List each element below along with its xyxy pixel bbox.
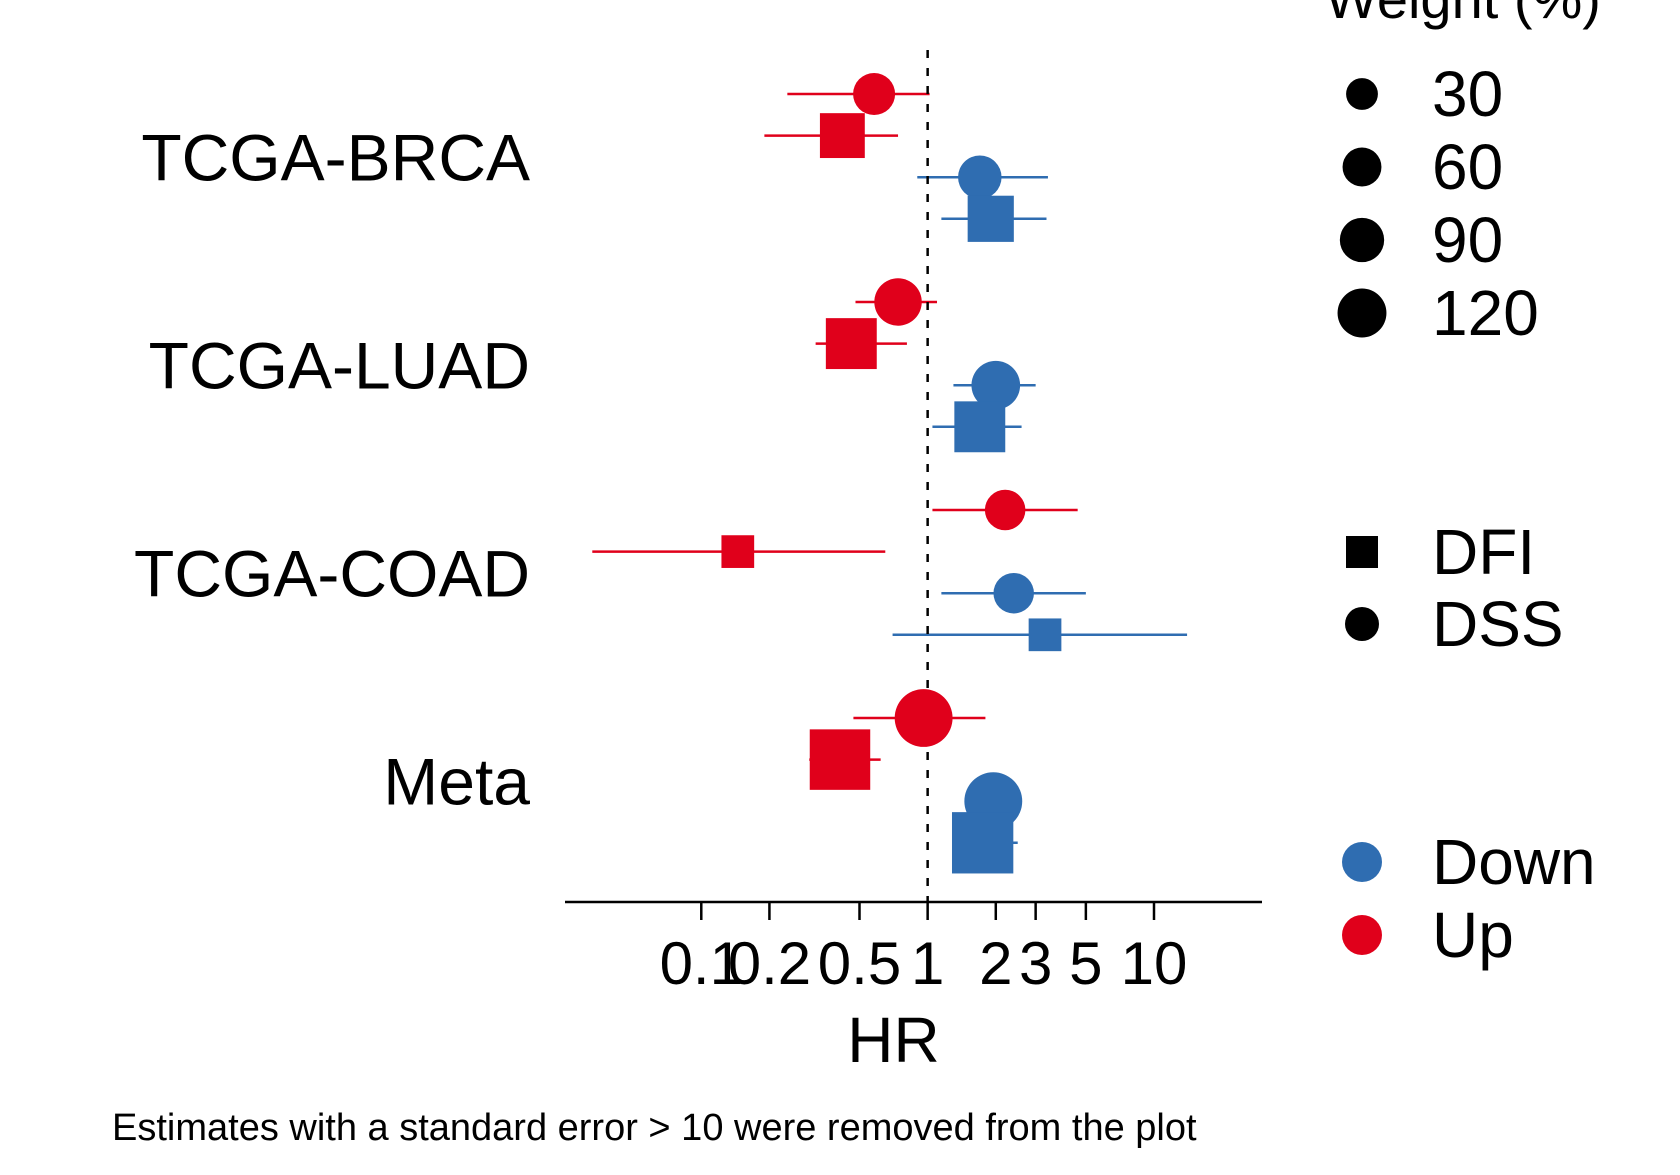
legend-size-label: 90 — [1432, 204, 1503, 276]
x-tick-label: 0.2 — [728, 930, 811, 997]
group-label: TCGA-LUAD — [149, 328, 530, 402]
legend-color-label: Down — [1432, 826, 1596, 898]
point-estimate-dfi — [825, 318, 877, 370]
x-tick-label: 10 — [1121, 930, 1188, 997]
point-estimate-dss — [958, 155, 1002, 199]
legend-shape-key — [1346, 536, 1378, 568]
x-tick-label: 0.5 — [818, 930, 901, 997]
group-labels: TCGA-BRCA TCGA-LUAD TCGA-COAD Meta — [134, 120, 530, 818]
x-tick-label: 3 — [1019, 930, 1052, 997]
point-estimate-dfi — [967, 195, 1014, 242]
point-estimate-dfi — [721, 535, 755, 568]
point-estimate-dfi — [819, 113, 865, 159]
x-tick-label: 5 — [1069, 930, 1102, 997]
point-estimate-dss — [971, 360, 1021, 410]
legend-size-label: 120 — [1432, 277, 1539, 349]
legend-size-key — [1337, 288, 1387, 338]
point-estimate-dss — [894, 689, 953, 747]
x-axis: 0.10.2 0.5 1 2 3 5 10 HR — [565, 900, 1262, 1076]
legend-shape-key — [1345, 607, 1379, 641]
group-label: Meta — [383, 744, 530, 818]
legend-shape-label: DFI — [1432, 516, 1535, 588]
x-tick-label: 2 — [979, 930, 1012, 997]
legend-size-key — [1346, 78, 1378, 110]
confidence-interval-layer — [592, 92, 1188, 845]
legend-size-key — [1339, 217, 1385, 263]
point-estimate-dss — [853, 72, 896, 116]
point-estimate-dss — [984, 489, 1026, 531]
legend-size-label: 60 — [1432, 131, 1503, 203]
legend-size-label: 30 — [1432, 58, 1503, 130]
point-estimate-layer — [721, 72, 1062, 874]
point-estimate-dss — [993, 572, 1034, 614]
legend-color-label: Up — [1432, 899, 1514, 971]
point-estimate-dfi — [954, 401, 1006, 453]
point-estimate-dfi — [809, 729, 871, 790]
point-estimate-dfi — [1028, 618, 1062, 652]
plot-caption: Estimates with a standard error > 10 wer… — [112, 1107, 1197, 1149]
legend-size-title: Weight (%) — [1325, 0, 1601, 30]
legend-color-key — [1342, 915, 1382, 955]
x-tick-label: 0.1 — [660, 930, 743, 997]
group-label: TCGA-BRCA — [141, 120, 530, 194]
point-estimate-dfi — [951, 812, 1014, 874]
legend-size-key — [1342, 147, 1382, 187]
point-estimate-dss — [874, 278, 922, 326]
x-ticks: 0.10.2 0.5 1 2 3 5 10 — [660, 902, 1188, 997]
x-axis-title: HR — [847, 1004, 939, 1076]
legend-shape-label: DSS — [1432, 588, 1564, 660]
x-tick-label: 1 — [911, 930, 944, 997]
group-label: TCGA-COAD — [134, 536, 530, 610]
legend-color-key — [1342, 842, 1382, 882]
